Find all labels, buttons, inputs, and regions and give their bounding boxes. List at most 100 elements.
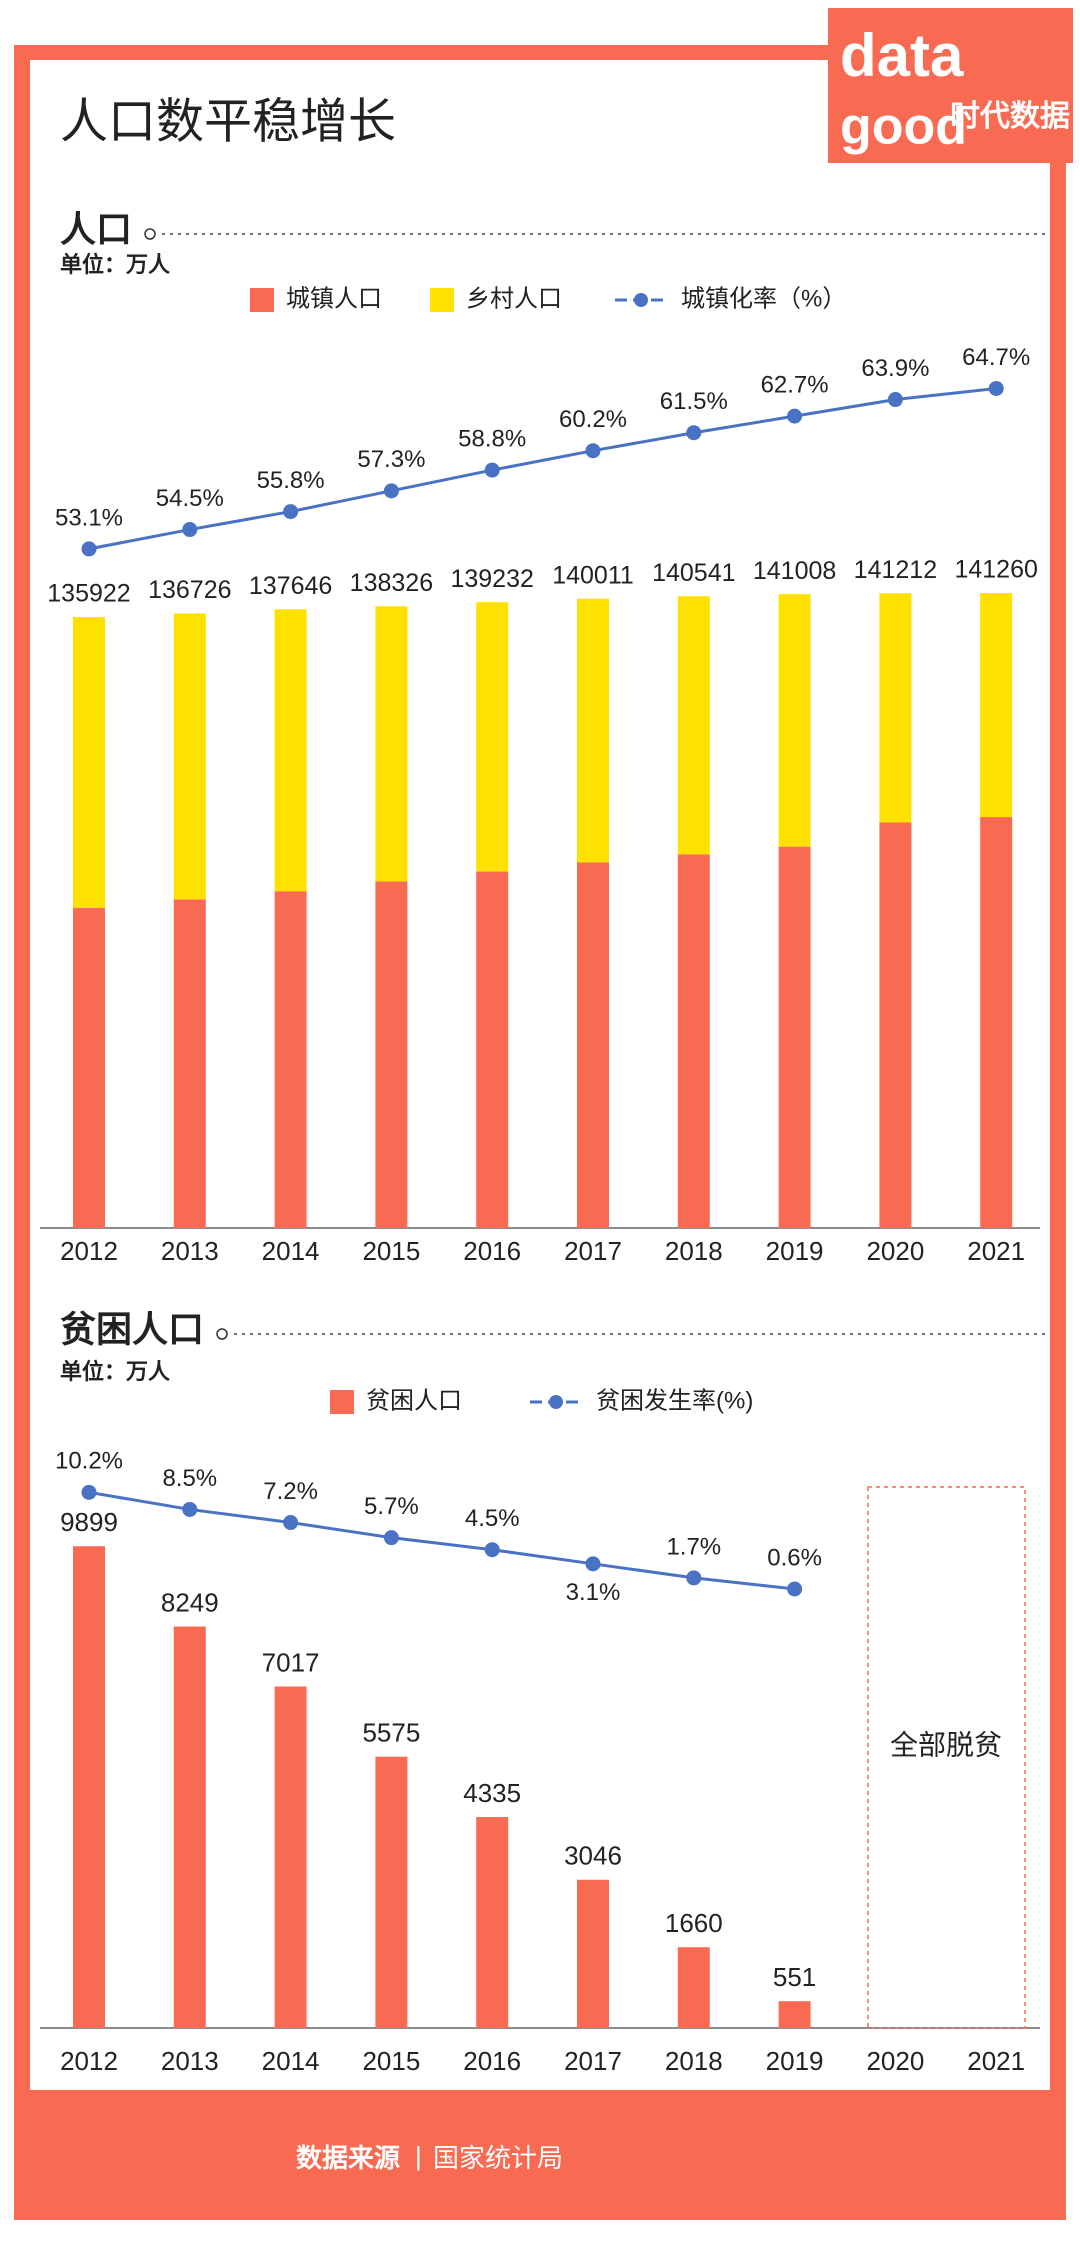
rate-label: 3.1% <box>566 1579 621 1606</box>
legend-label: 乡村人口 <box>466 285 562 312</box>
footer-source: 国家统计局 <box>433 2143 563 2173</box>
legend-label: 贫困发生率(%) <box>596 1387 753 1414</box>
section-title: 贫困人口 <box>60 1309 204 1350</box>
bar <box>73 617 105 909</box>
total-label: 140541 <box>652 559 735 587</box>
rate-dot <box>988 380 1004 396</box>
logo-box <box>828 8 1073 163</box>
bar <box>375 1756 408 2028</box>
bar <box>274 1686 307 2028</box>
bar <box>980 593 1013 818</box>
bar <box>677 1947 710 2028</box>
rate-label: 64.7% <box>962 344 1030 371</box>
x-tick-label: 2021 <box>967 1236 1025 1266</box>
bar <box>677 854 710 1228</box>
x-tick-label: 2019 <box>766 1236 824 1266</box>
logo-name: 时代数据 <box>950 100 1070 133</box>
total-label: 140011 <box>552 561 634 589</box>
section-title: 人口 <box>60 209 132 250</box>
bar <box>375 881 408 1228</box>
rate-dot <box>81 541 97 557</box>
bar <box>476 871 509 1228</box>
rate-dot <box>182 1501 198 1517</box>
x-tick-label: 2018 <box>665 1236 723 1266</box>
total-label: 139232 <box>450 565 533 593</box>
footer-label: 数据来源 <box>296 2143 400 2173</box>
legend-dot <box>549 1395 563 1409</box>
x-tick-label: 2019 <box>766 2046 824 2076</box>
annotation-box <box>867 1486 1026 2029</box>
logo-bottom: good <box>840 98 967 156</box>
x-tick-label: 2015 <box>362 1236 420 1266</box>
rate-dot <box>686 425 702 441</box>
x-tick-label: 2013 <box>161 1236 219 1266</box>
bar <box>173 613 206 900</box>
rate-dot <box>383 1530 399 1546</box>
total-label: 141008 <box>753 557 836 585</box>
x-tick-label: 2013 <box>161 2046 219 2076</box>
title-dot <box>216 1328 228 1340</box>
bar-value-label: 7017 <box>262 1647 320 1677</box>
rate-label: 55.8% <box>257 467 325 494</box>
total-label: 138326 <box>350 569 433 597</box>
rate-label: 7.2% <box>263 1478 318 1505</box>
x-tick-label: 2016 <box>463 1236 521 1266</box>
rate-dot <box>484 462 500 478</box>
bar <box>577 598 609 863</box>
rate-dot <box>787 408 803 424</box>
rate-label: 61.5% <box>660 388 728 415</box>
bar <box>375 606 408 882</box>
legend-swatch <box>430 288 454 312</box>
bar <box>73 1546 105 2028</box>
bar <box>274 609 307 892</box>
unit-label: 单位：万人 <box>60 1359 170 1384</box>
page-title: 人口数平稳增长 <box>60 96 396 149</box>
total-label: 136726 <box>148 576 231 604</box>
annotation: 全部脱贫 <box>890 1729 1002 1760</box>
legend-label: 城镇人口 <box>286 285 382 312</box>
rate-label: 10.2% <box>55 1448 123 1475</box>
x-tick-label: 2020 <box>866 1236 924 1266</box>
rate-dot <box>585 443 601 459</box>
total-label: 137646 <box>249 572 332 600</box>
rate-dot <box>182 522 198 538</box>
x-tick-label: 2012 <box>60 1236 118 1266</box>
bar <box>879 822 912 1228</box>
rate-label: 63.9% <box>861 355 929 382</box>
bar <box>778 846 811 1228</box>
rate-label: 5.7% <box>364 1493 419 1520</box>
bar-value-label: 9899 <box>60 1507 118 1537</box>
x-tick-label: 2014 <box>262 2046 320 2076</box>
total-label: 141260 <box>954 556 1037 584</box>
rate-label: 60.2% <box>559 406 627 433</box>
rate-label: 4.5% <box>465 1505 520 1532</box>
bar <box>274 891 307 1228</box>
rate-dot <box>686 1570 702 1586</box>
bar <box>980 817 1013 1228</box>
bar-value-label: 551 <box>773 1962 816 1992</box>
x-tick-label: 2014 <box>262 1236 320 1266</box>
logo-top: data <box>840 22 964 89</box>
rate-dot <box>283 1515 299 1531</box>
bar-value-label: 1660 <box>665 1908 723 1938</box>
x-tick-label: 2015 <box>362 2046 420 2076</box>
rate-dot <box>887 392 903 408</box>
bar-value-label: 5575 <box>362 1718 420 1748</box>
rate-label: 57.3% <box>357 446 425 473</box>
bar-value-label: 3046 <box>564 1841 622 1871</box>
bar-value-label: 4335 <box>463 1778 521 1808</box>
rate-label: 62.7% <box>761 371 829 398</box>
bar <box>73 908 105 1228</box>
rate-dot <box>484 1542 500 1558</box>
rate-label: 54.5% <box>156 485 224 512</box>
rate-dot <box>383 483 399 499</box>
rate-dot <box>787 1581 803 1597</box>
bar <box>173 1626 206 2028</box>
x-tick-label: 2016 <box>463 2046 521 2076</box>
rate-line <box>88 1490 795 1591</box>
legend-swatch <box>330 1390 354 1414</box>
x-tick-label: 2012 <box>60 2046 118 2076</box>
bar <box>577 1879 609 2028</box>
rate-label: 53.1% <box>55 504 123 531</box>
